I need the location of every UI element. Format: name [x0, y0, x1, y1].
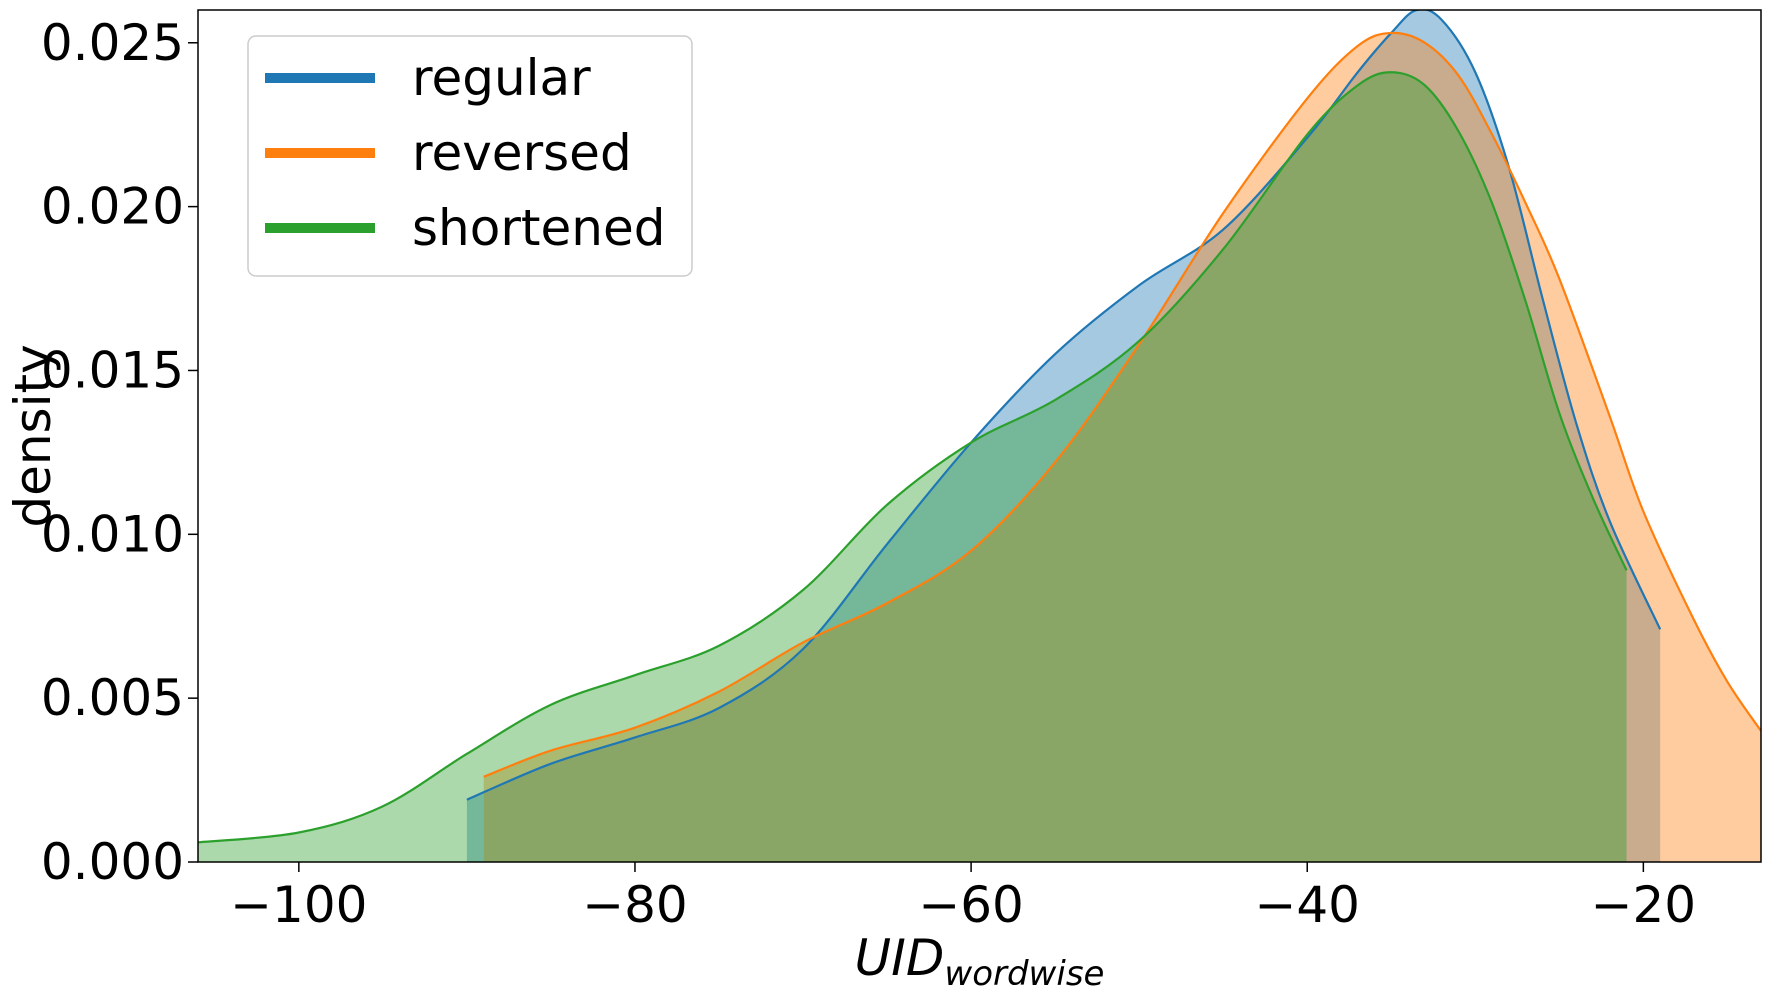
regular-legend-label: regular — [412, 49, 591, 107]
x-tick-label: −40 — [1254, 876, 1360, 934]
x-axis-ticks: −100 −80 −60 −40 −20 — [230, 862, 1696, 934]
shortened-line — [198, 71, 1628, 844]
x-tick-label: −20 — [1591, 876, 1697, 934]
reversed-area — [483, 32, 1761, 862]
x-tick-label: −80 — [582, 876, 688, 934]
y-axis-label: density — [4, 344, 62, 527]
y-tick-label: 0.005 — [41, 669, 184, 727]
y-tick-label: 0.020 — [41, 178, 184, 236]
legend: regular reversed shortened — [247, 35, 693, 277]
y-tick-label: 0.015 — [41, 341, 184, 399]
series-fills — [198, 10, 1761, 862]
reversed-legend-label: reversed — [412, 124, 632, 182]
x-tick-label: −100 — [230, 876, 367, 934]
x-axis-label-main: UID — [855, 929, 945, 987]
x-tick-label: −60 — [918, 876, 1024, 934]
legend-box — [247, 35, 693, 277]
x-axis-label-sub: wordwise — [944, 954, 1104, 987]
y-tick-label: 0.010 — [41, 505, 184, 563]
y-axis-ticks: 0.000 0.005 0.010 0.015 0.020 0.025 — [41, 14, 198, 891]
shortened-legend-label: shortened — [412, 199, 665, 257]
regular-area — [466, 10, 1661, 862]
shortened-area — [198, 72, 1627, 862]
x-axis-label: UIDwordwise — [855, 929, 1105, 987]
series-lines — [198, 10, 1761, 844]
reversed-line — [483, 31, 1761, 778]
y-tick-label: 0.000 — [41, 833, 184, 891]
regular-line — [466, 10, 1662, 801]
plot-frame — [197, 9, 1762, 863]
y-tick-label: 0.025 — [41, 14, 184, 72]
